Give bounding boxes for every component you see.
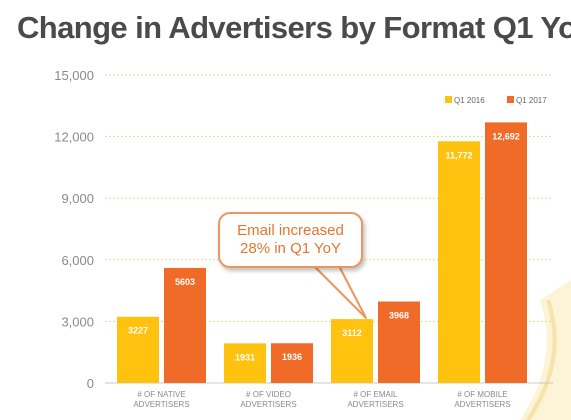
- callout-line-1: Email increased: [237, 222, 344, 239]
- bar-value-label: 12,692: [492, 131, 520, 141]
- bar-q1-2017: [485, 122, 527, 383]
- bar-value-label: 11,772: [445, 150, 472, 160]
- background-swoosh-stroke: [526, 299, 557, 420]
- bar-q1-2017: [271, 343, 313, 383]
- bar-value-label: 1931: [235, 352, 255, 362]
- x-category-label: ADVERTISERS: [133, 400, 189, 409]
- y-tick-label: 0: [87, 376, 94, 391]
- bar-value-label: 3227: [128, 326, 148, 336]
- y-tick-label: 6,000: [61, 253, 94, 268]
- x-category-label: # OF EMAIL: [353, 390, 398, 399]
- y-tick-label: 9,000: [61, 191, 94, 206]
- x-category-label: ADVERTISERS: [347, 400, 403, 409]
- bar-q1-2016: [224, 343, 266, 383]
- bar-value-label: 3968: [389, 311, 409, 321]
- bar-q1-2016: [117, 316, 159, 383]
- x-category-label: ADVERTISERS: [454, 400, 510, 409]
- bar-value-label: 5603: [175, 277, 195, 287]
- legend-swatch: [507, 96, 514, 103]
- bar-q1-2017: [164, 267, 206, 383]
- bar-q1-2017: [378, 301, 420, 383]
- bar-value-label: 1936: [282, 352, 302, 362]
- y-tick-label: 15,000: [54, 68, 94, 83]
- y-tick-label: 3,000: [61, 314, 94, 329]
- legend: Q1 2016 Q1 2017: [445, 96, 547, 105]
- bar-q1-2016: [331, 319, 373, 383]
- legend-label: Q1 2017: [516, 96, 547, 105]
- y-axis: 0 3,000 6,000 9,000 12,000 15,000: [54, 68, 94, 391]
- legend-swatch: [445, 96, 452, 103]
- bar-value-label: 3112: [342, 328, 362, 338]
- x-category-label: # OF VIDEO: [246, 390, 291, 399]
- x-category-label: ADVERTISERS: [240, 400, 296, 409]
- bar-labels: 3227 5603 1931 1936 3112 3968 11,772 12,692: [128, 131, 520, 362]
- y-tick-label: 12,000: [54, 130, 94, 145]
- bars: [117, 122, 527, 383]
- x-category-label: # OF NATIVE: [137, 390, 185, 399]
- background-swoosh: [520, 280, 571, 420]
- chart-title: Change in Advertisers by Format Q1 YoY: [17, 10, 571, 45]
- x-category-label: # OF MOBILE: [457, 390, 507, 399]
- legend-label: Q1 2016: [454, 96, 485, 105]
- bar-q1-2016: [438, 141, 480, 383]
- callout-line-2: 28% in Q1 YoY: [240, 240, 341, 257]
- email-callout: Email increased 28% in Q1 YoY: [218, 212, 363, 268]
